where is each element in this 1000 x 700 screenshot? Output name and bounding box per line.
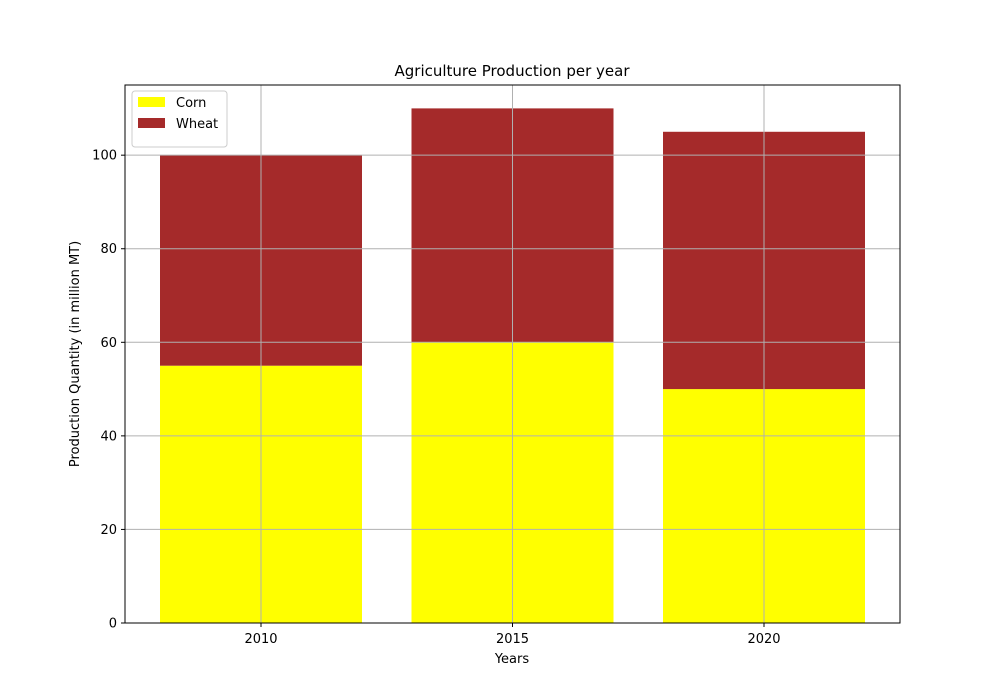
y-tick-label: 0 (109, 617, 117, 632)
y-tick-label: 100 (92, 149, 117, 164)
y-tick-label: 40 (100, 429, 117, 444)
legend: Corn Wheat (131, 90, 228, 148)
y-tick-label: 60 (100, 336, 117, 351)
y-tick-label: 20 (100, 523, 117, 538)
x-tick-label: 2015 (496, 632, 529, 647)
x-tick-label: 2010 (244, 632, 277, 647)
x-axis-title: Years (494, 652, 530, 667)
legend-swatch-corn (138, 97, 165, 107)
legend-label-corn: Corn (176, 96, 206, 111)
axes: 0 20 40 60 80 100 2010 2015 2020 (92, 84, 901, 647)
y-axis-title: Production Quantity (in million MT) (68, 241, 83, 467)
legend-swatch-wheat (138, 118, 165, 128)
y-tick-label: 80 (100, 242, 117, 257)
chart-title: Agriculture Production per year (395, 62, 631, 80)
x-tick-label: 2020 (747, 632, 780, 647)
legend-label-wheat: Wheat (176, 117, 218, 132)
